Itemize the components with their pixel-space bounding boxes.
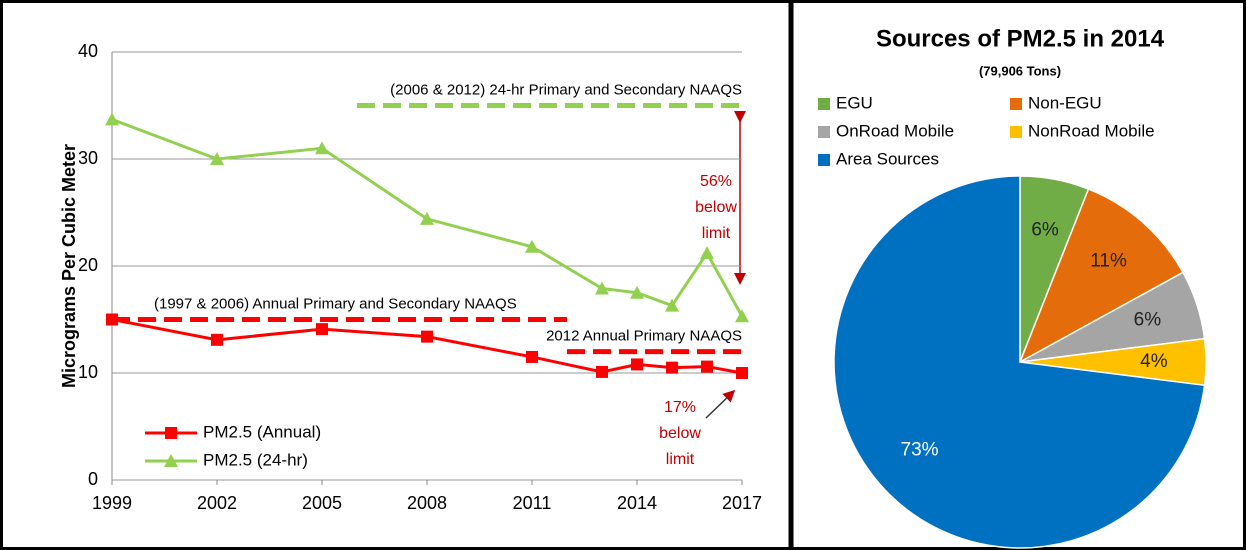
legend-swatch [1010, 126, 1022, 138]
marker [211, 333, 223, 346]
marker [210, 152, 224, 165]
marker [164, 454, 178, 467]
slice-label: 6% [1134, 310, 1162, 331]
marker [666, 361, 678, 374]
pie-title: Sources of PM2.5 in 2014 [876, 25, 1165, 52]
legend-swatch [818, 154, 830, 166]
marker [315, 141, 329, 155]
x-tick-label: 2008 [407, 493, 447, 513]
marker [735, 309, 749, 323]
legend-label: PM2.5 (24-hr) [203, 450, 308, 469]
y-tick-label: 40 [78, 41, 98, 61]
x-tick-label: 2017 [722, 493, 762, 513]
annotation: limit [702, 225, 731, 242]
y-tick-label: 30 [78, 148, 98, 168]
gap-arrow [705, 389, 736, 419]
marker [595, 281, 609, 295]
marker [421, 330, 433, 343]
slice-label: 73% [901, 440, 939, 461]
marker [526, 350, 538, 363]
marker [420, 211, 434, 225]
marker [736, 367, 748, 379]
annotation: 56% [700, 173, 732, 190]
legend-label: EGU [836, 93, 873, 112]
marker [665, 298, 679, 312]
x-tick-label: 2002 [197, 493, 237, 513]
marker [105, 112, 119, 126]
annotation: 17% [664, 399, 696, 416]
marker [700, 246, 714, 260]
y-tick-label: 20 [78, 255, 98, 275]
reference-label: 2012 Annual Primary NAAQS [546, 328, 742, 345]
marker [701, 360, 713, 373]
legend-label: Non-EGU [1028, 93, 1102, 112]
marker [316, 323, 328, 336]
slice-label: 4% [1140, 351, 1168, 372]
annotation: limit [666, 451, 695, 468]
marker [596, 365, 608, 378]
y-axis-label: Micrograms Per Cubic Meter [59, 144, 79, 388]
pie-slice [1018, 188, 1185, 364]
x-tick-label: 2011 [513, 493, 552, 513]
legend-label: Area Sources [836, 149, 939, 168]
legend-swatch [1010, 98, 1022, 110]
series-line [111, 118, 744, 318]
annotation: below [659, 425, 701, 442]
y-tick-label: 0 [88, 469, 98, 489]
x-tick-label: 1999 [92, 493, 132, 513]
legend-label: PM2.5 (Annual) [203, 422, 321, 441]
x-tick-label: 2014 [617, 493, 657, 513]
reference-label: (2006 & 2012) 24-hr Primary and Secondar… [390, 81, 742, 98]
reference-label: (1997 & 2006) Annual Primary and Seconda… [154, 295, 517, 312]
marker [165, 427, 177, 439]
pie-slice [833, 175, 1206, 549]
legend-swatch [818, 126, 830, 138]
marker [106, 313, 118, 326]
annotation: below [695, 199, 737, 216]
marker [631, 358, 643, 371]
legend-label: OnRoad Mobile [836, 121, 954, 140]
marker [630, 285, 644, 299]
series-line [111, 318, 743, 375]
legend-swatch [818, 98, 830, 110]
y-tick-label: 10 [78, 362, 98, 382]
legend-label: NonRoad Mobile [1028, 121, 1155, 140]
x-tick-label: 2005 [302, 493, 342, 513]
pie-subtitle: (79,906 Tons) [979, 63, 1061, 78]
slice-label: 6% [1031, 219, 1059, 240]
slice-label: 11% [1090, 251, 1127, 272]
marker [525, 239, 539, 253]
